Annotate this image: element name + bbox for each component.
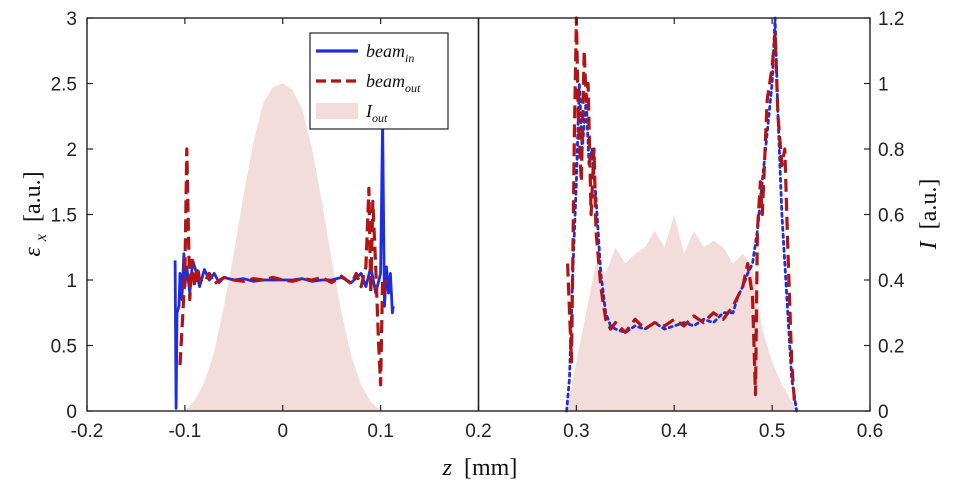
y-axis-left-label: ε x [a.u.] [20,171,52,256]
legend-label: beamin [366,41,414,65]
x-tick-label: 0.2 [465,421,491,442]
y-right-unit: [a.u.] [916,179,942,230]
current-area-0 [184,83,381,411]
legend-label: Iout [365,101,388,125]
current-area-1 [566,214,802,411]
y-right-symbol: I [916,240,942,250]
y-left-tick-label: 2.5 [51,75,77,96]
y-right-tick-label: 0.8 [878,140,904,161]
y-left-tick-label: 0 [66,402,77,423]
beam-series [173,16,798,413]
x-tick-label: 0.5 [759,421,785,442]
x-axis-label: z [mm] [442,455,518,481]
y-left-tick-label: 2 [66,140,77,161]
y-right-tick-label: 0.4 [878,271,905,292]
series-line-3 [566,16,797,405]
legend-label: beamout [366,71,421,95]
y-right-tick-label: 1 [878,75,889,96]
y-left-tick-label: 1.5 [51,206,77,227]
series-line-1 [178,147,389,387]
axis-ticks: -0.2 -0.1 0 0.1 0.2 0.3 0.4 0.5 0.600.511.522.53… [51,9,905,442]
y-left-tick-label: 3 [66,9,77,30]
legend: beamin beamout Iout [309,32,449,130]
x-tick-label: -0.1 [169,421,202,442]
svg-text:I [a.u.]: I [a.u.] [916,179,942,251]
svg-text:ε x [a.u.]: ε x [a.u.] [20,171,52,256]
y-right-tick-label: 1.2 [878,9,904,30]
x-tick-label: -0.2 [71,421,104,442]
y-right-tick-label: 0 [878,402,889,423]
y-right-tick-label: 0.6 [878,206,904,227]
y-axis-right-label: I [a.u.] [916,179,942,251]
x-axis-symbol: z [442,455,453,481]
y-left-subscript: x [33,234,50,242]
y-left-tick-label: 1 [66,271,77,292]
y-left-tick-label: 0.5 [51,337,77,358]
svg-text:z [mm]: z [mm] [442,455,518,481]
current-areas [184,83,802,411]
x-tick-label: 0.1 [367,421,393,442]
y-left-unit: [a.u.] [20,171,46,222]
x-tick-label: 0 [277,421,288,442]
y-left-symbol: ε [20,247,46,257]
y-right-tick-label: 0.2 [878,337,904,358]
x-tick-label: 0.6 [857,421,883,442]
x-axis-unit: [mm] [464,455,517,481]
legend-swatch [316,103,358,119]
x-tick-label: 0.4 [661,421,688,442]
x-tick-label: 0.3 [563,421,589,442]
